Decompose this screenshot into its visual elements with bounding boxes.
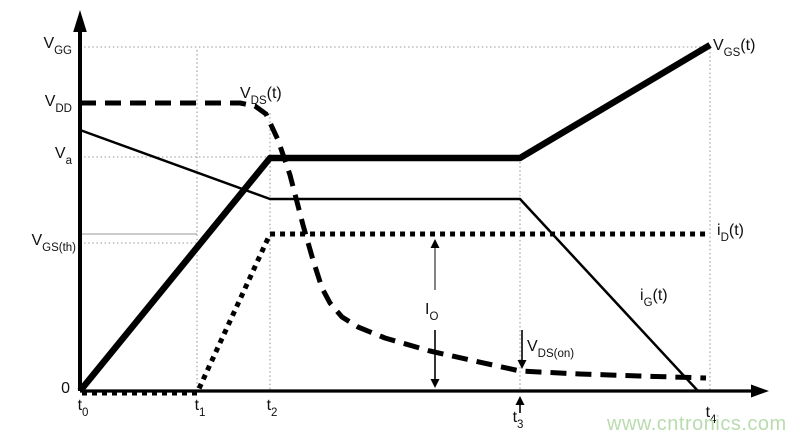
series-vds-line	[80, 100, 707, 381]
vds-on-arrow-head-icon	[517, 360, 527, 369]
t3-tick-arrow-head-icon	[515, 396, 525, 405]
series-vgs-line	[77, 42, 712, 394]
series-id-line	[82, 231, 708, 396]
x-axis-arrowhead-icon	[751, 384, 769, 398]
series-ig-line	[79, 128, 699, 392]
io-arrow-down-head-icon	[430, 379, 440, 388]
io-arrow-up-head-icon	[430, 239, 440, 248]
y-axis-arrowhead-icon	[73, 10, 87, 32]
watermark: www.cntronics.com	[607, 413, 787, 435]
